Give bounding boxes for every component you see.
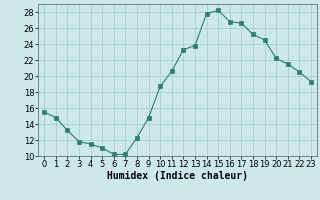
X-axis label: Humidex (Indice chaleur): Humidex (Indice chaleur) xyxy=(107,171,248,181)
